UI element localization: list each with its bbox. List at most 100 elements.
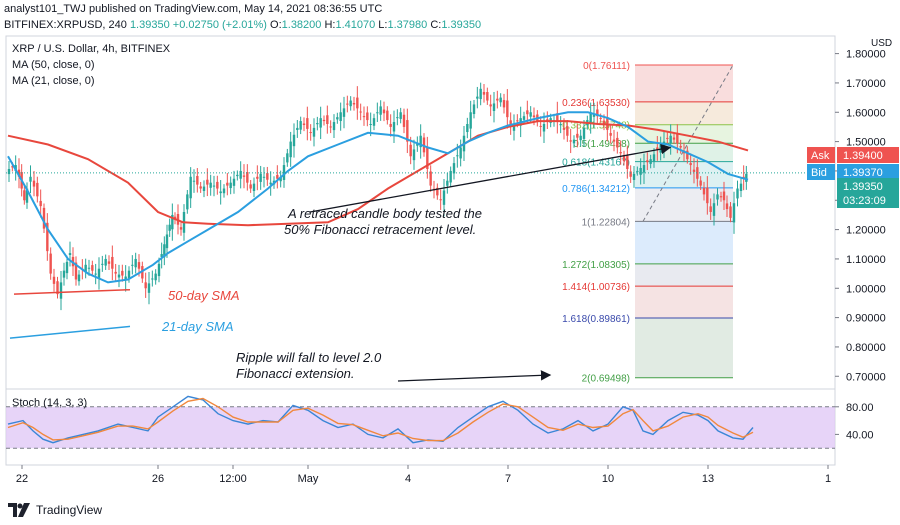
candle-body <box>59 282 63 299</box>
candle-body <box>309 132 312 134</box>
candle-body <box>732 203 736 223</box>
candle-body <box>479 88 482 100</box>
price-tag-countdown: 03:23:09 <box>843 195 886 207</box>
candle-body <box>137 262 141 269</box>
candle-body <box>442 190 446 205</box>
fib-zone <box>635 286 733 319</box>
fib-zone <box>635 65 733 102</box>
fib-level-label: 0(1.76111) <box>583 61 630 72</box>
candle-body <box>439 199 442 201</box>
candle-body <box>372 118 376 126</box>
tradingview-footer[interactable]: TradingView <box>8 503 102 517</box>
legend-ma50: MA (50, close, 0) <box>12 59 95 71</box>
candle-body <box>316 123 319 125</box>
fib-zone <box>635 263 733 287</box>
stoch-title: Stoch (14, 3, 3) <box>12 397 87 409</box>
fib-zone <box>635 221 733 264</box>
candle-body <box>456 155 459 157</box>
candle-body <box>382 109 386 114</box>
y-tick-label: 1.20000 <box>846 225 886 237</box>
fib-level-label: 1.272(1.08305) <box>562 260 630 271</box>
last-price: 1.39350 <box>129 19 170 31</box>
candle-body <box>582 127 586 139</box>
candle-body <box>366 112 369 121</box>
stoch-tick-label: 80.00 <box>846 402 874 414</box>
candle-body <box>282 165 286 180</box>
candle-body <box>709 206 712 212</box>
candle-body <box>111 256 114 269</box>
fib-level-label: 0.5(1.49458) <box>573 139 630 150</box>
candle-body <box>236 174 239 177</box>
price-tag-name: Ask <box>811 150 830 162</box>
candle-body <box>121 270 124 276</box>
candle-body <box>426 146 429 169</box>
candle-body <box>356 97 359 109</box>
candle-body <box>312 127 316 137</box>
candle-body <box>486 92 489 101</box>
candle-body <box>165 234 169 249</box>
annotation-text: 50% Fibonacci retracement level. <box>284 222 476 237</box>
close-label: C: <box>430 19 442 31</box>
candle-body <box>672 137 676 140</box>
candle-body <box>296 127 299 131</box>
candle-body <box>256 176 259 179</box>
candle-body <box>509 120 512 127</box>
candle-body <box>342 108 346 117</box>
candle-body <box>39 200 42 207</box>
fib-trend-line <box>642 64 734 222</box>
candle-body <box>502 100 506 108</box>
candle-body <box>219 191 222 194</box>
candle-body <box>199 186 202 189</box>
candle-body <box>469 112 472 129</box>
fib-level-label: 1.618(0.89861) <box>562 314 630 325</box>
candle-body <box>616 137 619 148</box>
candle-body <box>409 144 412 157</box>
y-tick-label: 0.80000 <box>846 342 886 354</box>
symbol-label: BITFINEX:XRPUSD, 240 <box>4 19 127 31</box>
candle-body <box>222 188 226 194</box>
candle-body <box>669 135 672 144</box>
candle-body <box>160 254 163 257</box>
candle-body <box>692 169 696 172</box>
candle-body <box>506 100 509 118</box>
candle-body <box>226 182 229 186</box>
fib-zone <box>635 187 733 222</box>
fib-level-label: 1(1.22804) <box>582 217 630 228</box>
tradingview-logo-icon <box>8 503 30 517</box>
candle-body <box>87 267 91 269</box>
price-tag-bg <box>837 178 899 208</box>
publish-line: analyst101_TWJ published on TradingView.… <box>4 3 383 15</box>
candle-body <box>32 180 36 187</box>
candle-body <box>154 273 157 281</box>
candle-body <box>212 185 216 187</box>
candle-body <box>556 113 559 123</box>
candle-body <box>702 188 706 195</box>
candle-body <box>649 159 652 164</box>
candle-body <box>406 120 409 142</box>
annotation-arrow <box>397 370 552 382</box>
candle-body <box>42 207 46 229</box>
candle-body <box>171 214 174 230</box>
candle-body <box>446 180 449 186</box>
annotation-text: A retraced candle body tested the <box>287 206 482 221</box>
candle-body <box>349 100 352 107</box>
candle-body <box>632 173 636 180</box>
candle-body <box>449 170 452 183</box>
candle-body <box>131 264 134 266</box>
candle-body <box>609 133 612 136</box>
candle-body <box>719 196 723 198</box>
candle-body <box>346 103 349 105</box>
annotation-text: Fibonacci extension. <box>236 366 355 381</box>
x-tick-label: 12:00 <box>219 473 247 485</box>
candle-body <box>239 170 242 179</box>
candle-body <box>376 112 379 114</box>
fib-zone <box>635 161 733 188</box>
ma21-line <box>7 111 749 284</box>
candle-body <box>379 106 382 115</box>
candle-body <box>559 124 562 126</box>
price-change: +0.02750 (+2.01%) <box>172 19 267 31</box>
candle-body <box>362 116 366 118</box>
candle-body <box>482 91 486 95</box>
candle-body <box>77 274 81 282</box>
